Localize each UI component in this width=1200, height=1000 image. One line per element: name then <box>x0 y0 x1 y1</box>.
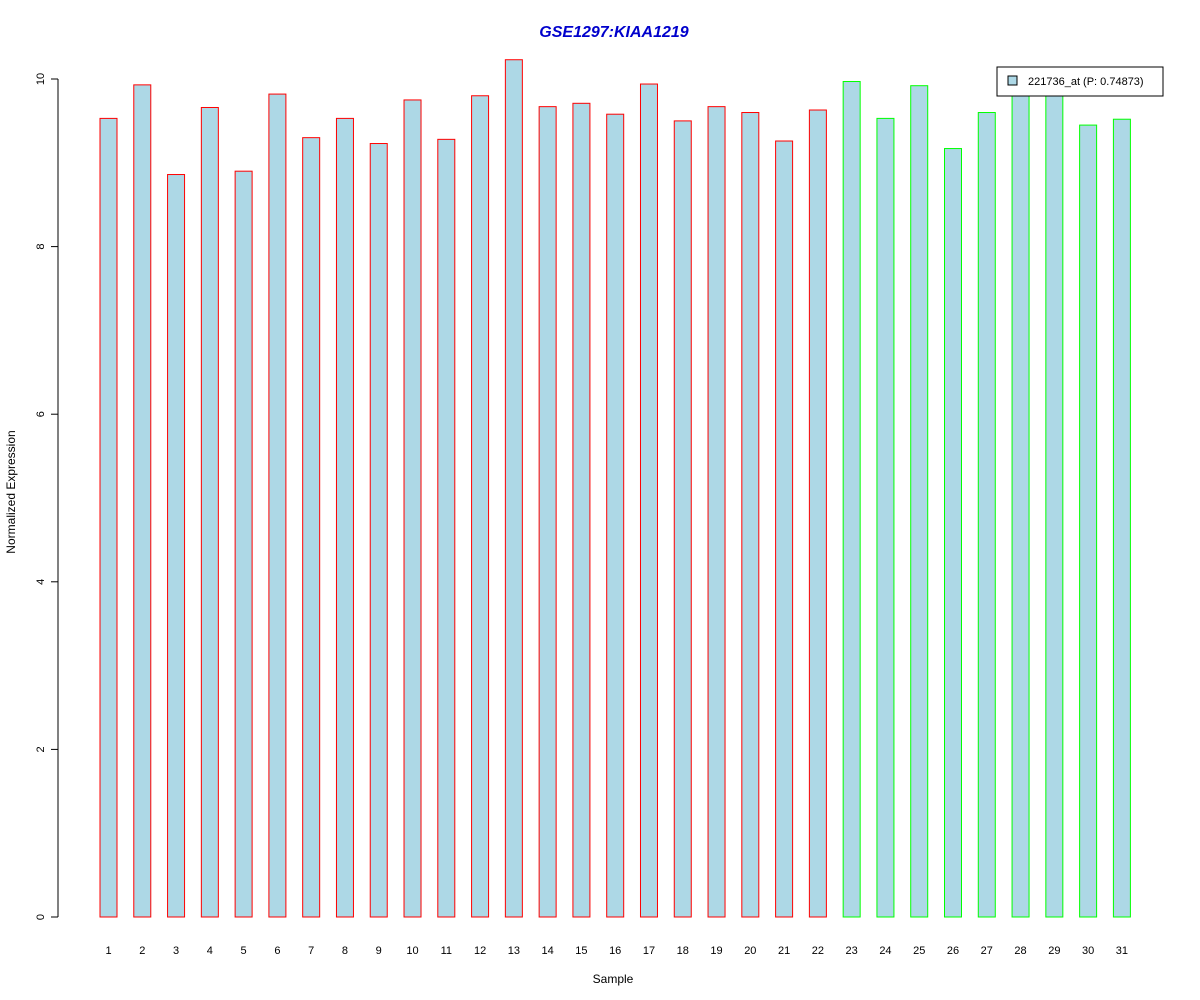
bar-sample-26 <box>944 148 962 918</box>
bar-sample-2 <box>133 84 152 918</box>
chart-title: GSE1297:KIAA1219 <box>539 24 689 41</box>
x-tick-label: 25 <box>913 945 925 957</box>
legend-box <box>996 66 1164 97</box>
bar-sample-31 <box>1112 118 1131 918</box>
legend-swatch <box>1007 75 1018 86</box>
bar-sample-1 <box>99 117 118 918</box>
bar-sample-17 <box>639 83 658 918</box>
x-tick-label: 19 <box>710 945 722 957</box>
x-tick-label: 5 <box>241 945 247 957</box>
x-tick-label: 16 <box>609 945 621 957</box>
bar-sample-19 <box>707 106 726 918</box>
x-tick-label: 27 <box>981 945 993 957</box>
bar-sample-20 <box>741 112 760 918</box>
x-tick-label: 29 <box>1048 945 1060 957</box>
bar-sample-14 <box>538 106 557 918</box>
x-tick-label: 31 <box>1116 945 1128 957</box>
bar-sample-27 <box>977 112 996 918</box>
x-tick-label: 10 <box>406 945 418 957</box>
y-tick-label: 8 <box>35 244 47 250</box>
legend-label: 221736_at (P: 0.74873) <box>1028 76 1144 88</box>
x-tick-label: 3 <box>173 945 179 957</box>
bar-sample-10 <box>403 99 422 918</box>
x-tick-label: 7 <box>308 945 314 957</box>
bar-sample-21 <box>775 140 794 918</box>
x-tick-labels: 1 2 3 4 5 6 7 8 9 10 11 12 13 14 15 16 17 18 19 20 21 22 23 24 2… <box>105 945 1128 957</box>
x-tick-label: 12 <box>474 945 486 957</box>
bar-sample-13 <box>504 59 523 918</box>
y-tick-label: 0 <box>35 914 47 920</box>
bar-sample-16 <box>606 113 625 918</box>
x-tick-label: 21 <box>778 945 790 957</box>
y-axis-label: Normalized Expression <box>4 430 18 553</box>
bar-sample-15 <box>572 102 591 918</box>
x-tick-label: 15 <box>575 945 587 957</box>
x-tick-label: 17 <box>643 945 655 957</box>
x-tick-label: 4 <box>207 945 213 957</box>
bar-sample-30 <box>1079 124 1098 918</box>
y-tick-label: 10 <box>35 73 47 85</box>
bar-sample-29 <box>1045 90 1064 918</box>
bar-sample-9 <box>369 143 388 918</box>
x-tick-label: 8 <box>342 945 348 957</box>
x-tick-label: 14 <box>542 945 554 957</box>
x-tick-label: 26 <box>947 945 959 957</box>
x-tick-label: 23 <box>846 945 858 957</box>
bar-sample-8 <box>335 117 354 918</box>
y-tick-label: 4 <box>35 579 47 585</box>
bar-sample-6 <box>268 93 287 918</box>
bar-sample-4 <box>200 106 219 918</box>
x-tick-label: 1 <box>105 945 111 957</box>
x-tick-label: 2 <box>139 945 145 957</box>
bar-sample-11 <box>437 138 456 918</box>
legend: 221736_at (P: 0.74873) <box>996 66 1164 97</box>
x-tick-label: 9 <box>376 945 382 957</box>
bar-sample-28 <box>1011 91 1030 918</box>
x-tick-label: 20 <box>744 945 756 957</box>
bar-sample-18 <box>673 120 692 918</box>
bar-sample-22 <box>808 109 827 918</box>
x-tick-label: 6 <box>274 945 280 957</box>
x-tick-label: 30 <box>1082 945 1094 957</box>
x-tick-label: 22 <box>812 945 824 957</box>
x-tick-label: 13 <box>508 945 520 957</box>
y-tick-label: 2 <box>35 746 47 752</box>
x-tick-label: 24 <box>879 945 891 957</box>
bar-sample-5 <box>234 170 253 918</box>
y-tick-label: 6 <box>35 411 47 417</box>
bars-group <box>99 59 1131 918</box>
x-tick-label: 28 <box>1014 945 1026 957</box>
x-tick-label: 11 <box>441 945 452 957</box>
y-axis: 0 2 4 6 8 10 <box>35 73 59 920</box>
bar-sample-24 <box>876 117 895 918</box>
bar-sample-23 <box>842 81 861 918</box>
x-axis-label: Sample <box>593 972 634 986</box>
bar-sample-12 <box>471 95 490 918</box>
x-tick-label: 18 <box>677 945 689 957</box>
bar-sample-25 <box>910 85 929 918</box>
bar-sample-7 <box>302 137 321 918</box>
bar-sample-3 <box>167 174 186 918</box>
